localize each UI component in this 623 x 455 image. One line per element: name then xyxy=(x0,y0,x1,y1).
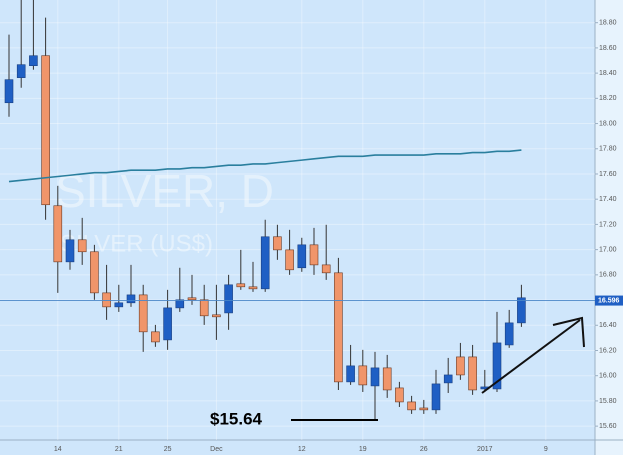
candle-body xyxy=(65,239,75,263)
x-tick-label: 19 xyxy=(359,446,367,453)
y-tick-label: 18.40 xyxy=(599,70,617,77)
candle-body xyxy=(187,297,197,301)
x-tick-label: Dec xyxy=(210,446,223,453)
candle-body xyxy=(419,407,429,411)
y-tick-label: 18.80 xyxy=(599,20,617,27)
candle-body xyxy=(382,367,392,391)
candle-body xyxy=(260,236,270,290)
y-tick-label: 17.00 xyxy=(599,246,617,253)
candle-body xyxy=(138,294,148,333)
candle-body xyxy=(175,299,185,309)
candle-body xyxy=(321,264,331,274)
candle-body xyxy=(358,365,368,386)
candle-body xyxy=(212,314,221,318)
candle-body xyxy=(504,322,514,346)
y-tick-label: 15.80 xyxy=(599,398,617,405)
candle-body xyxy=(114,302,124,308)
y-tick-label: 16.00 xyxy=(599,373,617,380)
candle-body xyxy=(370,367,380,387)
candle-body xyxy=(77,239,87,253)
candle-body xyxy=(163,307,172,341)
candle-body xyxy=(297,244,307,269)
candle-body xyxy=(199,299,209,317)
annotation: $15.64 xyxy=(210,409,263,428)
candle-body xyxy=(334,272,343,383)
candle-body xyxy=(431,383,441,411)
candle-body xyxy=(309,244,319,266)
y-tick-label: 17.80 xyxy=(599,146,617,153)
moving-average xyxy=(8,149,522,183)
x-tick-label: 2017 xyxy=(477,446,493,453)
y-tick-label: 16.80 xyxy=(599,272,617,279)
candle-body xyxy=(395,387,404,403)
last-price-label: 16.596 xyxy=(598,297,620,304)
last-price-box xyxy=(595,295,623,306)
candle-body xyxy=(456,356,465,376)
y-tick-label: 16.40 xyxy=(599,322,617,329)
candle-body xyxy=(468,356,477,391)
y-tick-label: 18.60 xyxy=(599,45,617,52)
candle-body xyxy=(273,236,282,251)
y-tick-label: 17.60 xyxy=(599,171,617,178)
candle-body xyxy=(517,297,526,324)
y-tick-label: 16.20 xyxy=(599,347,617,354)
candle-body xyxy=(90,251,99,294)
candle-body xyxy=(41,55,50,206)
y-tick-label: 18.20 xyxy=(599,95,617,102)
x-tick-label: 25 xyxy=(164,446,172,453)
candle-body xyxy=(443,374,453,384)
x-tick-label: 9 xyxy=(544,446,548,453)
candle-body xyxy=(224,284,233,314)
candle-body xyxy=(407,401,416,411)
candle-body xyxy=(346,365,355,383)
y-tick-label: 18.00 xyxy=(599,120,617,127)
candle-body xyxy=(492,342,502,390)
candle-body xyxy=(236,283,246,288)
candle-body xyxy=(16,64,26,78)
candle-body xyxy=(248,286,258,290)
candle-body xyxy=(126,294,136,304)
candle-body xyxy=(151,331,160,343)
x-tick-label: 26 xyxy=(420,446,428,453)
x-tick-label: 21 xyxy=(115,446,123,453)
arrow-head xyxy=(552,316,585,348)
price-axis xyxy=(595,0,623,455)
y-tick-label: 15.60 xyxy=(599,423,617,430)
x-tick-label: 12 xyxy=(298,446,306,453)
x-tick-label: 14 xyxy=(54,446,62,453)
y-tick-label: 17.20 xyxy=(599,221,617,228)
candle-body xyxy=(29,55,38,66)
candle-body xyxy=(53,205,63,263)
marks xyxy=(0,0,595,420)
arrow-shaft xyxy=(481,319,581,394)
candle-body xyxy=(4,79,14,104)
y-tick-label: 17.40 xyxy=(599,196,617,203)
candle-body xyxy=(285,249,294,271)
candle-body xyxy=(102,292,111,308)
